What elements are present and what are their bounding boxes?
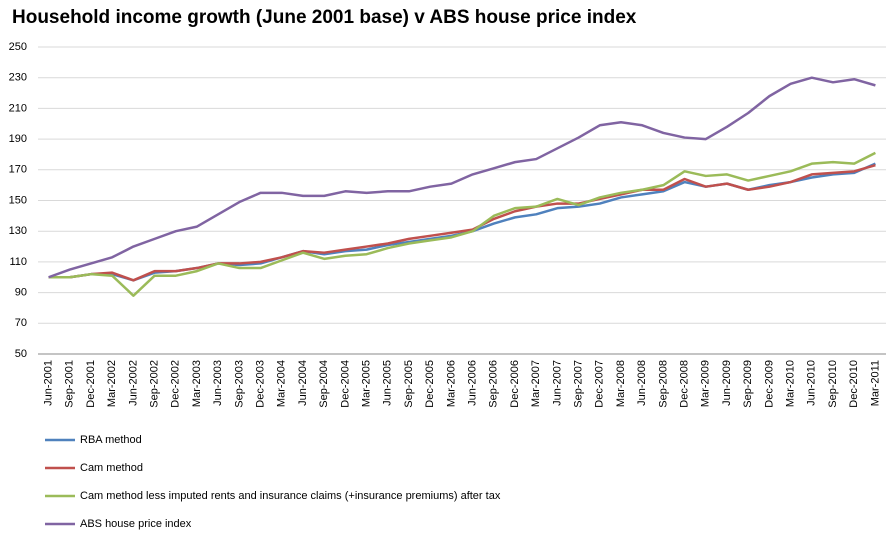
x-tick-label: Sep-2001 <box>64 360 76 408</box>
x-tick-label: Jun-2002 <box>127 360 139 406</box>
x-tick-label: Dec-2007 <box>594 360 606 408</box>
x-tick-label: Jun-2009 <box>721 360 733 406</box>
legend-label: RBA method <box>80 434 142 446</box>
x-tick-label: Mar-2009 <box>700 360 712 407</box>
x-tick-label: Dec-2004 <box>339 360 351 408</box>
series-line <box>48 151 876 297</box>
x-tick-label: Jun-2004 <box>297 360 309 406</box>
x-tick-label: Mar-2010 <box>785 360 797 407</box>
x-tick-label: Dec-2003 <box>255 360 267 408</box>
chart-title: Household income growth (June 2001 base)… <box>12 7 637 28</box>
x-tick-label: Mar-2007 <box>530 360 542 407</box>
y-tick-label: 50 <box>15 348 27 360</box>
legend-label: ABS house price index <box>80 518 192 530</box>
y-tick-label: 210 <box>9 102 27 114</box>
series-line <box>48 76 876 279</box>
x-tick-label: Dec-2002 <box>170 360 182 408</box>
y-tick-label: 170 <box>9 164 27 176</box>
x-tick-label: Jun-2001 <box>43 360 55 406</box>
x-tick-label: Sep-2007 <box>573 360 585 408</box>
x-tick-label: Dec-2009 <box>763 360 775 408</box>
y-tick-label: 110 <box>9 256 27 268</box>
x-tick-label: Sep-2004 <box>318 360 330 408</box>
x-tick-label: Mar-2006 <box>445 360 457 407</box>
x-tick-label: Jun-2007 <box>551 360 563 406</box>
x-tick-label: Sep-2002 <box>149 360 161 408</box>
x-tick-label: Jun-2005 <box>382 360 394 406</box>
x-tick-label: Mar-2005 <box>361 360 373 407</box>
y-tick-label: 70 <box>15 317 27 329</box>
series-line <box>48 162 876 282</box>
y-tick-label: 230 <box>9 72 27 84</box>
series-line <box>48 163 876 282</box>
y-tick-label: 150 <box>9 194 27 206</box>
x-tick-label: Jun-2010 <box>806 360 818 406</box>
x-tick-label: Jun-2008 <box>636 360 648 406</box>
y-tick-label: 250 <box>9 41 27 53</box>
x-tick-label: Jun-2003 <box>212 360 224 406</box>
x-tick-label: Dec-2005 <box>424 360 436 408</box>
legend-label: Cam method <box>80 462 143 474</box>
x-tick-label: Sep-2010 <box>827 360 839 408</box>
x-tick-label: Mar-2002 <box>106 360 118 407</box>
x-tick-label: Sep-2003 <box>233 360 245 408</box>
y-tick-label: 90 <box>15 287 27 299</box>
x-tick-label: Sep-2005 <box>403 360 415 408</box>
x-tick-label: Dec-2006 <box>509 360 521 408</box>
x-tick-label: Sep-2009 <box>742 360 754 408</box>
y-tick-label: 190 <box>9 133 27 145</box>
x-tick-label: Mar-2004 <box>276 360 288 407</box>
y-tick-label: 130 <box>9 225 27 237</box>
x-tick-label: Mar-2011 <box>869 360 881 406</box>
x-tick-label: Dec-2010 <box>848 360 860 408</box>
x-tick-label: Mar-2003 <box>191 360 203 407</box>
x-tick-label: Mar-2008 <box>615 360 627 407</box>
x-tick-label: Jun-2006 <box>467 360 479 406</box>
x-tick-label: Sep-2008 <box>657 360 669 408</box>
x-tick-label: Sep-2006 <box>488 360 500 408</box>
x-tick-label: Dec-2001 <box>85 360 97 408</box>
x-tick-label: Dec-2008 <box>679 360 691 408</box>
legend-label: Cam method less imputed rents and insura… <box>80 490 501 502</box>
